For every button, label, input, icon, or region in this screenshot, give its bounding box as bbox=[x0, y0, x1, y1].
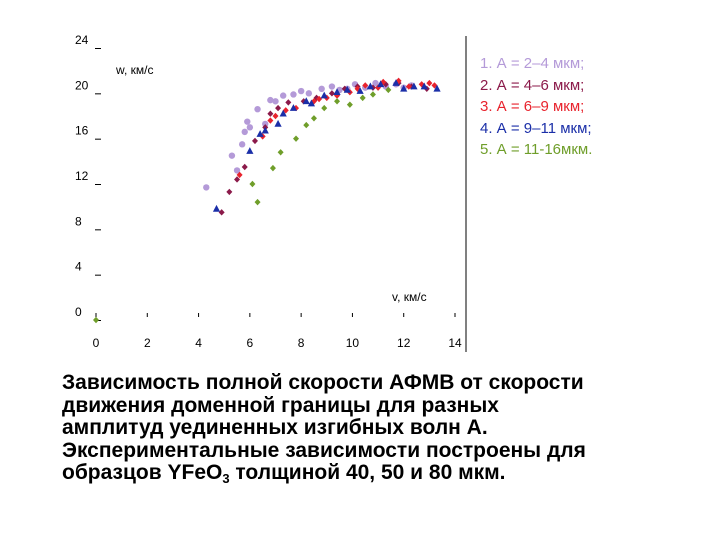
series4-point bbox=[261, 126, 269, 134]
series4-point bbox=[289, 104, 298, 111]
x-tick-label: 10 bbox=[346, 336, 360, 350]
series2-point bbox=[285, 99, 292, 106]
series4-point bbox=[377, 80, 385, 88]
series5-point bbox=[385, 86, 392, 94]
x-axis-label: v, км/с bbox=[392, 290, 427, 304]
x-tick-label: 6 bbox=[247, 336, 254, 350]
series1-point bbox=[267, 96, 274, 104]
series3-point bbox=[316, 95, 323, 103]
series3-point bbox=[236, 171, 243, 179]
y-tick-label: 8 bbox=[75, 214, 82, 228]
caption-text-end: толщиной 40, 50 и 80 мкм. bbox=[229, 461, 506, 484]
series4-point bbox=[302, 97, 310, 105]
series2-point bbox=[382, 81, 389, 88]
series4-point bbox=[356, 87, 364, 94]
series3-point bbox=[267, 117, 274, 124]
y-tick-label: 12 bbox=[75, 169, 89, 183]
series4-point bbox=[343, 85, 351, 93]
series4-point bbox=[212, 204, 221, 212]
series5-point bbox=[93, 316, 99, 324]
slide-caption: Зависимость полной скорости АФМВ от скор… bbox=[62, 371, 602, 491]
x-tick-label: 14 bbox=[448, 336, 462, 350]
series2-point bbox=[241, 163, 248, 171]
legend-item-1: 1. А = 2–4 мкм; bbox=[480, 55, 585, 72]
series5-point bbox=[334, 98, 341, 105]
series4-point bbox=[333, 88, 341, 95]
series2-point bbox=[275, 104, 282, 112]
series1-point bbox=[203, 184, 210, 191]
series4-point bbox=[410, 82, 418, 90]
caption-text: Зависимость полной скорости АФМВ от скор… bbox=[62, 371, 586, 484]
series2-point bbox=[328, 90, 335, 97]
series4-point bbox=[433, 84, 441, 92]
y-tick-label: 24 bbox=[75, 33, 89, 47]
series1-point bbox=[297, 87, 305, 95]
legend-item-4: 4. А = 9–11 мкм; bbox=[480, 119, 592, 137]
series5-point bbox=[277, 149, 284, 156]
series1-point bbox=[272, 98, 279, 105]
series4-point bbox=[279, 109, 287, 117]
series1-point bbox=[241, 128, 248, 136]
series3-point bbox=[405, 83, 412, 90]
series5-point bbox=[346, 101, 353, 108]
series2-point bbox=[251, 137, 258, 145]
chart-legend: 1. А = 2–4 мкм; 2. А = 4–6 мкм; 3. А = 6… bbox=[480, 53, 592, 161]
series1-point bbox=[228, 152, 236, 159]
series1-point bbox=[254, 106, 261, 113]
series1-point bbox=[290, 91, 297, 98]
series2-point bbox=[234, 176, 241, 183]
series5-point bbox=[254, 198, 261, 206]
series2-point bbox=[226, 188, 233, 196]
series5-point bbox=[369, 91, 376, 98]
x-tick-label: 4 bbox=[195, 336, 202, 350]
series5-point bbox=[269, 164, 276, 172]
legend-item-5: 5. А = 11-16мкм. bbox=[480, 141, 593, 159]
y-tick-label: 4 bbox=[75, 260, 82, 274]
series4-point bbox=[366, 82, 374, 90]
series4-point bbox=[256, 130, 264, 137]
x-tick-label: 8 bbox=[298, 336, 305, 350]
series5-point bbox=[303, 121, 310, 129]
series5-point bbox=[310, 115, 317, 122]
y-tick-label: 16 bbox=[75, 124, 89, 138]
series1-point bbox=[233, 167, 241, 174]
series1-point bbox=[238, 141, 246, 148]
legend-item-3: 3. А = 6–9 мкм; bbox=[480, 98, 585, 116]
series4-point bbox=[320, 91, 328, 99]
series5-point bbox=[359, 94, 366, 102]
series4-point bbox=[392, 79, 400, 86]
series1-point bbox=[262, 120, 269, 128]
series2-point bbox=[218, 209, 225, 216]
x-tick-label: 0 bbox=[93, 336, 100, 350]
series5-point bbox=[321, 104, 328, 112]
y-tick-label: 20 bbox=[75, 78, 89, 92]
x-tick-label: 2 bbox=[144, 336, 151, 350]
caption-subscript: 3 bbox=[222, 471, 230, 486]
x-tick-label: 12 bbox=[397, 336, 411, 350]
series3-point bbox=[362, 82, 369, 89]
y-tick-label: 0 bbox=[75, 305, 82, 319]
series1-point bbox=[244, 118, 251, 125]
y-axis-label: w, км/с bbox=[115, 63, 154, 77]
series3-point bbox=[272, 112, 279, 120]
series1-point bbox=[318, 85, 325, 93]
series4-point bbox=[274, 119, 282, 127]
series2-point bbox=[267, 110, 274, 117]
series1-point bbox=[246, 124, 254, 131]
series4-point bbox=[307, 99, 315, 107]
series4-point bbox=[400, 84, 408, 92]
series4-point bbox=[246, 147, 254, 154]
series1-point bbox=[305, 90, 313, 97]
series4-point bbox=[420, 82, 428, 90]
series1-point bbox=[328, 83, 336, 90]
series5-point bbox=[249, 180, 256, 188]
series3-point bbox=[426, 79, 433, 87]
series1-point bbox=[279, 92, 287, 99]
legend-item-2: 2. А = 4–6 мкм; bbox=[480, 76, 585, 94]
series1-point bbox=[372, 79, 379, 87]
series5-point bbox=[293, 135, 300, 142]
